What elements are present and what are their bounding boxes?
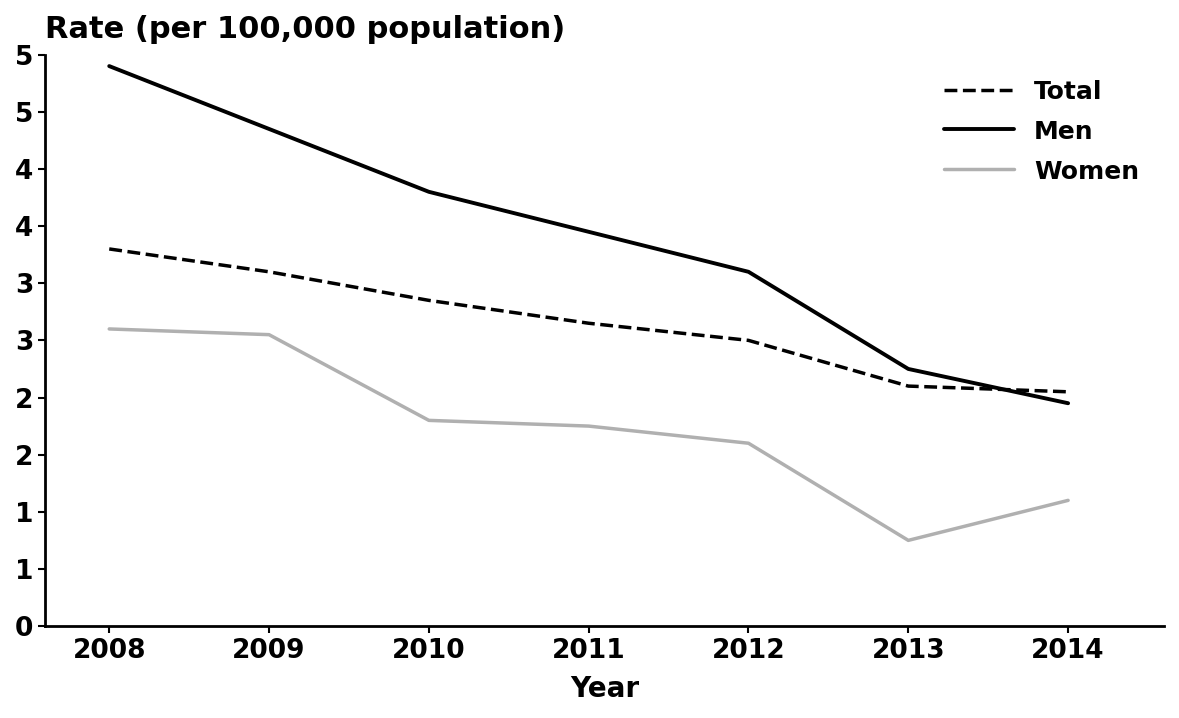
Text: Rate (per 100,000 population): Rate (per 100,000 population) bbox=[45, 15, 566, 44]
Line: Women: Women bbox=[110, 329, 1068, 541]
Total bbox=[103, 245, 117, 253]
Men bbox=[581, 228, 595, 236]
Women bbox=[1061, 496, 1075, 505]
Total bbox=[901, 382, 915, 391]
Total bbox=[581, 319, 595, 327]
Men bbox=[1061, 399, 1075, 408]
Women bbox=[901, 536, 915, 545]
Women bbox=[103, 325, 117, 333]
X-axis label: Year: Year bbox=[571, 675, 639, 703]
Men bbox=[422, 187, 436, 196]
Legend: Total, Men, Women: Total, Men, Women bbox=[931, 67, 1152, 197]
Total bbox=[422, 296, 436, 304]
Men bbox=[742, 268, 756, 276]
Total bbox=[262, 268, 276, 276]
Men bbox=[901, 365, 915, 373]
Women bbox=[742, 439, 756, 447]
Men bbox=[262, 125, 276, 134]
Men bbox=[103, 62, 117, 70]
Line: Men: Men bbox=[110, 66, 1068, 404]
Women bbox=[581, 421, 595, 430]
Total bbox=[1061, 388, 1075, 396]
Women bbox=[262, 330, 276, 339]
Women bbox=[422, 416, 436, 424]
Total bbox=[742, 336, 756, 345]
Line: Total: Total bbox=[110, 249, 1068, 392]
